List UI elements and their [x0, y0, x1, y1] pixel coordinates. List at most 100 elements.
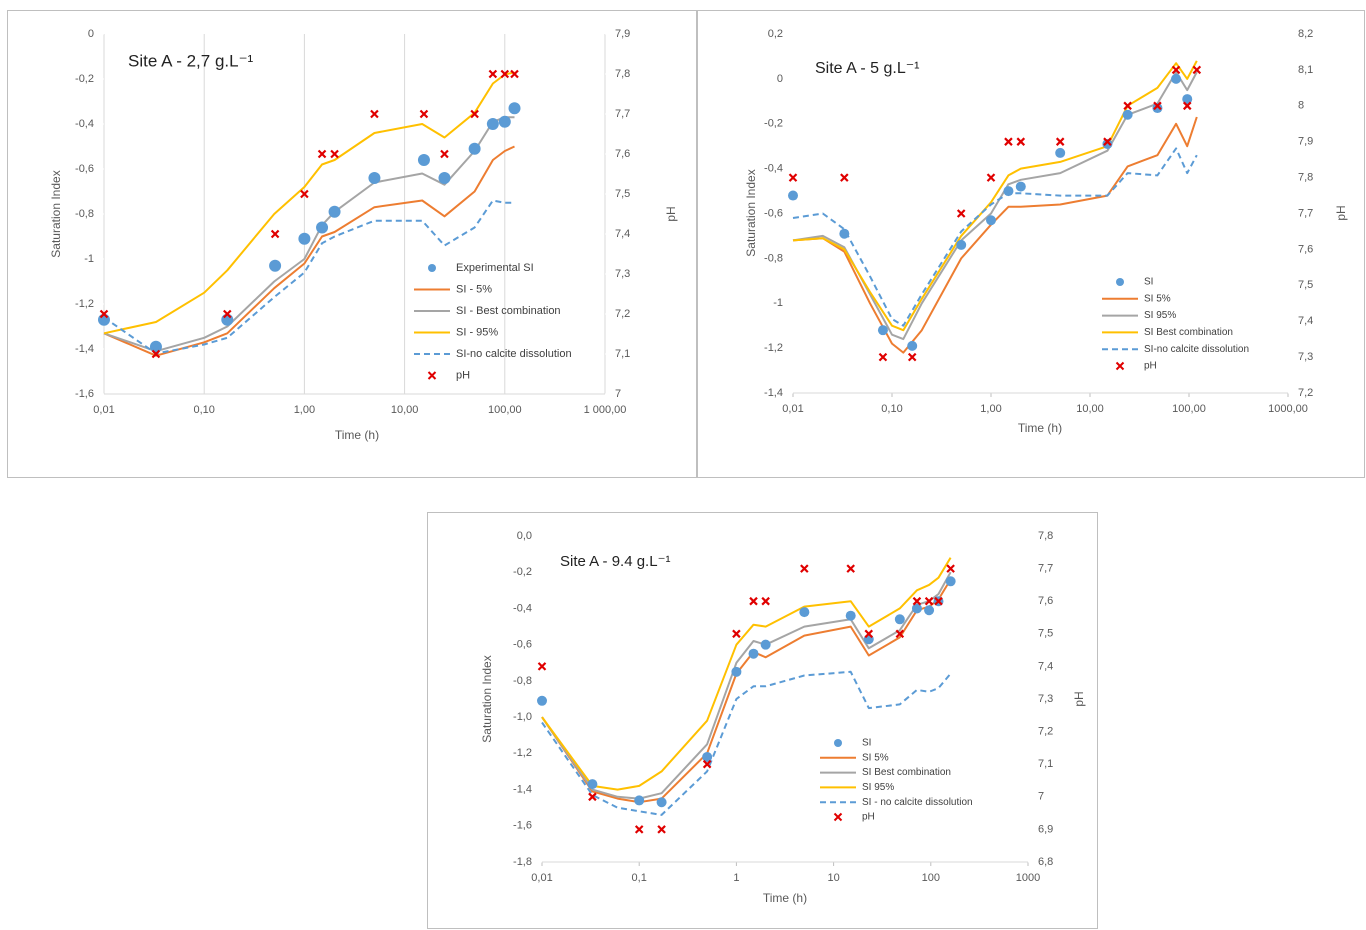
legend-symbol	[833, 812, 843, 822]
y-tick-label: -0,6	[764, 207, 783, 219]
x-tick-label: 0,10	[193, 404, 214, 416]
legend-label: SI	[1144, 277, 1153, 288]
ph-marker	[317, 149, 327, 159]
series-line	[103, 199, 515, 355]
ph-marker	[1123, 101, 1132, 111]
data-point	[845, 610, 856, 621]
data-point	[316, 221, 329, 234]
y2-tick-label: 7,2	[1038, 726, 1053, 738]
data-point	[269, 259, 282, 272]
panel-border	[427, 512, 1098, 929]
data-point	[1152, 103, 1163, 114]
legend-label: SI-no calcite dissolution	[456, 348, 572, 360]
y2-tick-label: 7	[615, 388, 621, 400]
data-point	[1182, 94, 1193, 105]
y-tick-label: -0,6	[75, 163, 94, 175]
data-point	[760, 639, 771, 650]
chart-title: Site A - 5 g.L⁻¹	[815, 60, 920, 77]
y-tick-label: -1,2	[75, 298, 94, 310]
y-tick-label: -1,4	[764, 387, 783, 399]
y2-tick-label: 7,5	[1038, 628, 1053, 640]
y2-tick-label: 7,5	[1298, 279, 1313, 291]
data-point	[907, 340, 918, 351]
y-tick-label: -0,4	[513, 602, 532, 614]
x-tick-label: 0,10	[881, 403, 902, 415]
series-line	[103, 145, 515, 357]
y2-tick-label: 7,7	[1038, 563, 1053, 575]
ph-marker	[1182, 101, 1192, 111]
ph-marker	[537, 662, 547, 671]
y-tick-label: -1,0	[513, 711, 532, 723]
y2-tick-label: 7,1	[615, 348, 630, 360]
legend-symbol	[1115, 361, 1125, 371]
series-line	[792, 147, 1198, 327]
y-tick-label: -0,4	[75, 118, 94, 130]
ph-marker	[702, 759, 712, 769]
data-point	[1055, 147, 1066, 158]
data-point	[328, 205, 341, 218]
y2-tick-label: 7,1	[1038, 758, 1053, 770]
x-axis-label: Time (h)	[763, 891, 807, 905]
legend-symbol	[1116, 278, 1124, 286]
y-tick-label: -0,6	[513, 639, 532, 651]
ph-marker	[223, 309, 232, 319]
ph-marker	[1171, 65, 1181, 75]
x-tick-label: 100,00	[1172, 403, 1206, 415]
y2-tick-label: 7,5	[615, 188, 630, 200]
legend-label: SI Best combination	[862, 767, 951, 778]
legend-label: pH	[862, 812, 875, 823]
y-tick-label: -1	[773, 297, 783, 309]
x-tick-label: 10	[827, 872, 839, 884]
y2-tick-label: 7,6	[1298, 243, 1313, 255]
x-tick-label: 0,01	[531, 872, 552, 884]
y-tick-label: -0,2	[513, 566, 532, 578]
legend-label: SI - no calcite dissolution	[862, 797, 973, 808]
data-point	[1003, 186, 1014, 197]
chart-title: Site A - 2,7 g.L⁻¹	[128, 51, 254, 70]
ph-marker	[151, 349, 161, 359]
ph-marker	[1016, 137, 1026, 146]
data-point	[417, 154, 430, 166]
data-point	[986, 215, 996, 226]
data-point	[839, 228, 850, 239]
legend-label: SI 5%	[1144, 293, 1171, 304]
y2-tick-label: 7,8	[1298, 172, 1313, 184]
legend-label: SI-no calcite dissolution	[1144, 344, 1249, 355]
y2-axis-label: pH	[1072, 691, 1086, 706]
y2-tick-label: 7	[1038, 791, 1044, 803]
y-axis-label: Saturation Index	[480, 655, 494, 742]
ph-marker	[1103, 137, 1112, 146]
x-tick-label: 0,1	[632, 872, 647, 884]
legend-symbol	[834, 739, 842, 747]
legend-label: Experimental SI	[456, 262, 534, 274]
data-point	[656, 797, 667, 808]
ph-marker	[500, 69, 510, 79]
legend-label: SI - Best combination	[456, 305, 561, 317]
series-line	[792, 60, 1198, 332]
data-point	[945, 576, 956, 587]
y-tick-label: 0	[777, 73, 783, 85]
ph-marker	[300, 189, 309, 199]
y-tick-label: -1,6	[513, 820, 532, 832]
y-tick-label: -1,2	[764, 342, 783, 354]
y-tick-label: 0,2	[768, 28, 783, 40]
ph-marker	[924, 596, 934, 606]
ph-marker	[1055, 137, 1065, 146]
data-point	[438, 172, 451, 184]
ph-marker	[907, 352, 917, 362]
y2-tick-label: 7,4	[1038, 660, 1053, 672]
data-point	[508, 102, 521, 115]
data-point	[911, 603, 922, 614]
ph-marker	[986, 173, 996, 182]
legend-label: SI 95%	[1144, 310, 1176, 321]
data-point	[799, 607, 810, 618]
y2-tick-label: 7,2	[1298, 387, 1313, 399]
series-line	[103, 71, 515, 335]
y2-tick-label: 7,3	[1298, 351, 1313, 363]
legend-label: SI - 95%	[456, 326, 498, 338]
ph-marker	[846, 564, 855, 573]
legend-label: SI	[862, 738, 871, 749]
y2-tick-label: 8,2	[1298, 28, 1313, 40]
y-tick-label: -1,4	[513, 783, 532, 795]
